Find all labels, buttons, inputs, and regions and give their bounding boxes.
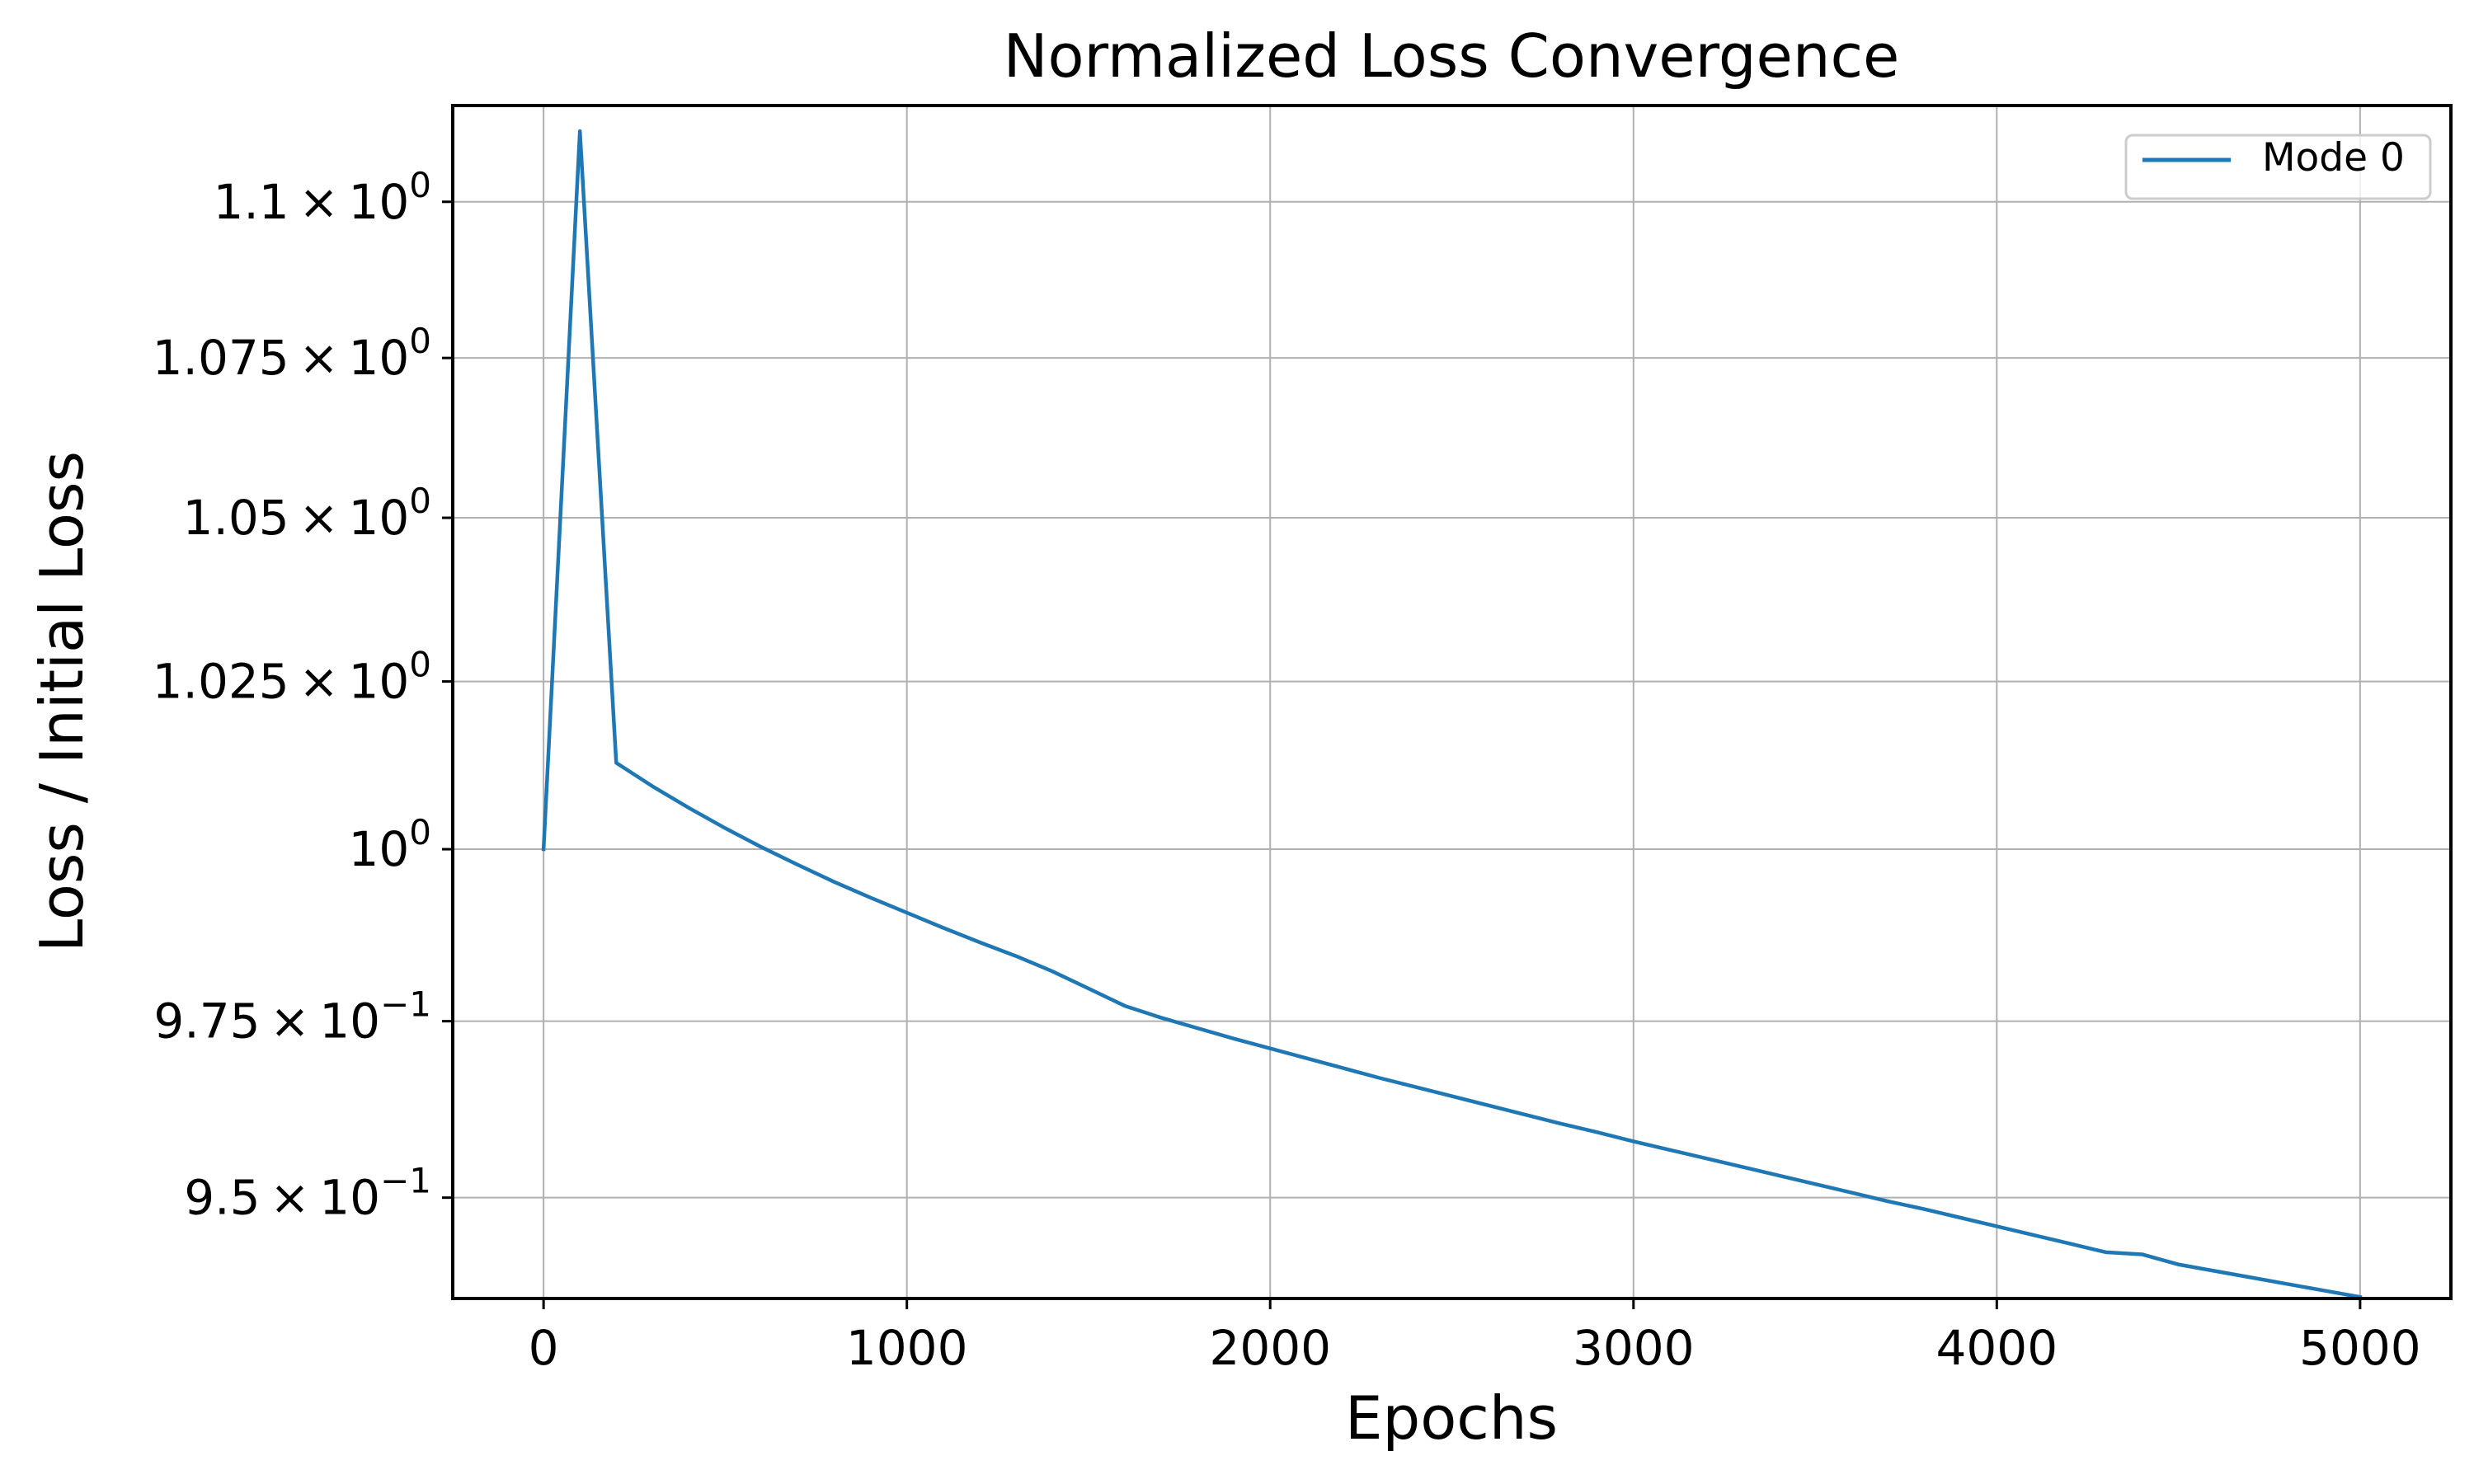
y-tick-mantissa: 9.75 [153, 993, 260, 1050]
y-tick-mantissa: 1.025 [153, 654, 289, 710]
y-tick-exponent: 0 [409, 481, 431, 521]
chart-title: Normalized Loss Convergence [1004, 21, 1900, 91]
plot-area-frame [451, 104, 2453, 1300]
y-tick-label: 9.75 × 10−1 [153, 984, 431, 1050]
y-axis-label: Loss / Initial Loss [27, 451, 96, 952]
y-tick-exponent: 0 [409, 812, 431, 852]
y-tick-times: × 10 [261, 1170, 381, 1226]
y-tick-label: 9.5 × 10−1 [184, 1161, 431, 1226]
y-tick-exponent: 0 [409, 321, 431, 361]
y-tick-times: × 10 [289, 330, 410, 386]
y-tick-exponent: −1 [380, 984, 431, 1025]
x-tick-label: 4000 [1936, 1320, 2058, 1376]
y-tick-times: × 10 [289, 490, 410, 546]
y-tick-times: × 10 [289, 654, 410, 710]
y-tick-times: × 10 [261, 993, 381, 1050]
y-tick-mantissa: 1.1 [213, 174, 289, 230]
y-tick-exponent: 0 [409, 165, 431, 205]
y-tick-label: 1.025 × 100 [153, 645, 431, 710]
y-tick-mantissa: 1.05 [183, 490, 289, 546]
legend: Mode 0 [2124, 134, 2432, 200]
x-tick-label: 2000 [1209, 1320, 1331, 1376]
grid-lines [453, 106, 2451, 1298]
y-tick-times: × 10 [289, 174, 410, 230]
series-layer [541, 129, 2363, 1299]
x-axis-label: Epochs [1345, 1383, 1558, 1453]
y-tick-mantissa: 10 [348, 821, 409, 877]
series-line-mode-0 [541, 129, 2363, 1299]
y-tick-label: 1.1 × 100 [213, 165, 431, 230]
y-tick-label: 1.075 × 100 [153, 321, 431, 386]
y-tick-label: 100 [348, 812, 431, 877]
legend-label-mode-0: Mode 0 [2262, 135, 2405, 181]
x-tick-label: 1000 [846, 1320, 968, 1376]
legend-box [2124, 134, 2432, 200]
y-tick-exponent: −1 [380, 1161, 431, 1201]
y-tick-mantissa: 9.5 [184, 1170, 260, 1226]
y-tick-label: 1.05 × 100 [183, 481, 431, 546]
x-tick-label: 0 [529, 1320, 559, 1376]
x-tick-label: 5000 [2299, 1320, 2421, 1376]
y-tick-exponent: 0 [409, 645, 431, 685]
x-tick-label: 3000 [1573, 1320, 1695, 1376]
x-axis: 0 1000 2000 3000 4000 5000 [529, 1298, 2421, 1376]
y-tick-mantissa: 1.075 [153, 330, 289, 386]
